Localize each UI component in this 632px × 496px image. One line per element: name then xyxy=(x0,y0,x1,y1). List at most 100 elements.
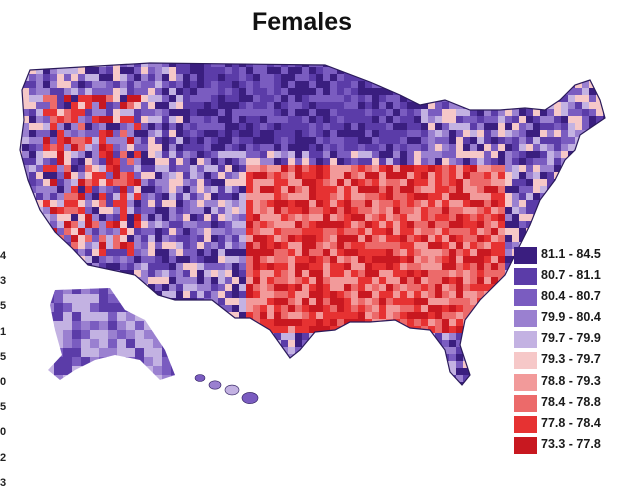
county-cell xyxy=(365,333,373,341)
county-cell xyxy=(71,95,79,103)
county-cell xyxy=(113,81,121,89)
county-cell xyxy=(120,186,128,194)
alaska-cell xyxy=(162,312,172,322)
county-cell xyxy=(400,214,408,222)
county-cell xyxy=(36,277,44,285)
county-cell xyxy=(498,130,506,138)
county-cell xyxy=(20,270,23,278)
county-cell xyxy=(393,354,401,362)
county-cell xyxy=(267,151,275,159)
county-cell xyxy=(365,95,373,103)
county-cell xyxy=(113,172,121,180)
county-cell xyxy=(393,186,401,194)
county-cell xyxy=(456,130,464,138)
county-cell xyxy=(330,102,338,110)
county-cell xyxy=(477,109,485,117)
county-cell xyxy=(253,347,261,355)
county-cell xyxy=(267,95,275,103)
county-cell xyxy=(225,326,233,334)
county-cell xyxy=(57,186,65,194)
county-cell xyxy=(36,165,44,173)
county-cell xyxy=(554,144,562,152)
county-cell xyxy=(512,172,520,180)
county-cell xyxy=(456,151,464,159)
county-cell xyxy=(463,228,471,236)
county-cell xyxy=(603,158,605,166)
county-cell xyxy=(64,256,72,264)
county-cell xyxy=(358,291,366,299)
county-cell xyxy=(316,249,324,257)
county-cell xyxy=(358,284,366,292)
county-cell xyxy=(134,63,142,68)
county-cell xyxy=(274,256,282,264)
county-cell xyxy=(589,179,597,187)
county-cell xyxy=(92,95,100,103)
alaska-cell xyxy=(63,348,73,358)
county-cell xyxy=(141,200,149,208)
county-cell xyxy=(435,214,443,222)
county-cell xyxy=(386,305,394,313)
county-cell xyxy=(225,172,233,180)
county-cell xyxy=(309,228,317,236)
county-cell xyxy=(239,291,247,299)
county-cell xyxy=(43,130,51,138)
county-cell xyxy=(141,158,149,166)
county-cell xyxy=(169,249,177,257)
county-cell xyxy=(190,256,198,264)
county-cell xyxy=(428,123,436,131)
county-cell xyxy=(120,263,128,271)
county-cell xyxy=(547,228,555,236)
county-cell xyxy=(533,144,541,152)
county-cell xyxy=(316,130,324,138)
county-cell xyxy=(211,102,219,110)
county-cell xyxy=(267,116,275,124)
county-cell xyxy=(295,312,303,320)
county-cell xyxy=(281,256,289,264)
county-cell xyxy=(554,228,562,236)
county-cell xyxy=(330,284,338,292)
county-cell xyxy=(428,81,436,89)
county-cell xyxy=(295,151,303,159)
alaska-cell xyxy=(153,375,163,380)
county-cell xyxy=(344,277,352,285)
alaska-cell xyxy=(171,330,175,340)
county-cell xyxy=(120,179,128,187)
county-cell xyxy=(183,144,191,152)
county-cell xyxy=(554,200,562,208)
county-cell xyxy=(218,249,226,257)
county-cell xyxy=(435,158,443,166)
county-cell xyxy=(57,144,65,152)
county-cell xyxy=(393,361,401,369)
county-cell xyxy=(190,172,198,180)
alaska-cell xyxy=(126,375,136,380)
county-cell xyxy=(120,81,128,89)
county-cell xyxy=(372,221,380,229)
county-cell xyxy=(316,63,324,68)
county-cell xyxy=(477,200,485,208)
legend-item: 77.8 - 78.4 xyxy=(514,414,632,435)
county-cell xyxy=(204,242,212,250)
county-cell xyxy=(386,291,394,299)
county-cell xyxy=(169,221,177,229)
county-cell xyxy=(204,298,212,306)
county-cell xyxy=(379,228,387,236)
county-cell xyxy=(491,200,499,208)
county-cell xyxy=(253,88,261,96)
county-cell xyxy=(561,130,569,138)
county-cell xyxy=(533,221,541,229)
county-cell xyxy=(267,242,275,250)
county-cell xyxy=(190,298,198,306)
county-cell xyxy=(169,172,177,180)
county-cell xyxy=(22,214,30,222)
county-cell xyxy=(547,207,555,215)
county-cell xyxy=(120,389,128,397)
county-cell xyxy=(295,179,303,187)
county-cell xyxy=(547,165,555,173)
county-cell xyxy=(239,221,247,229)
county-cell xyxy=(239,326,247,334)
county-cell xyxy=(449,130,457,138)
county-cell xyxy=(463,368,471,376)
legend-swatch xyxy=(514,268,537,286)
county-cell xyxy=(484,249,492,257)
county-cell xyxy=(540,151,548,159)
